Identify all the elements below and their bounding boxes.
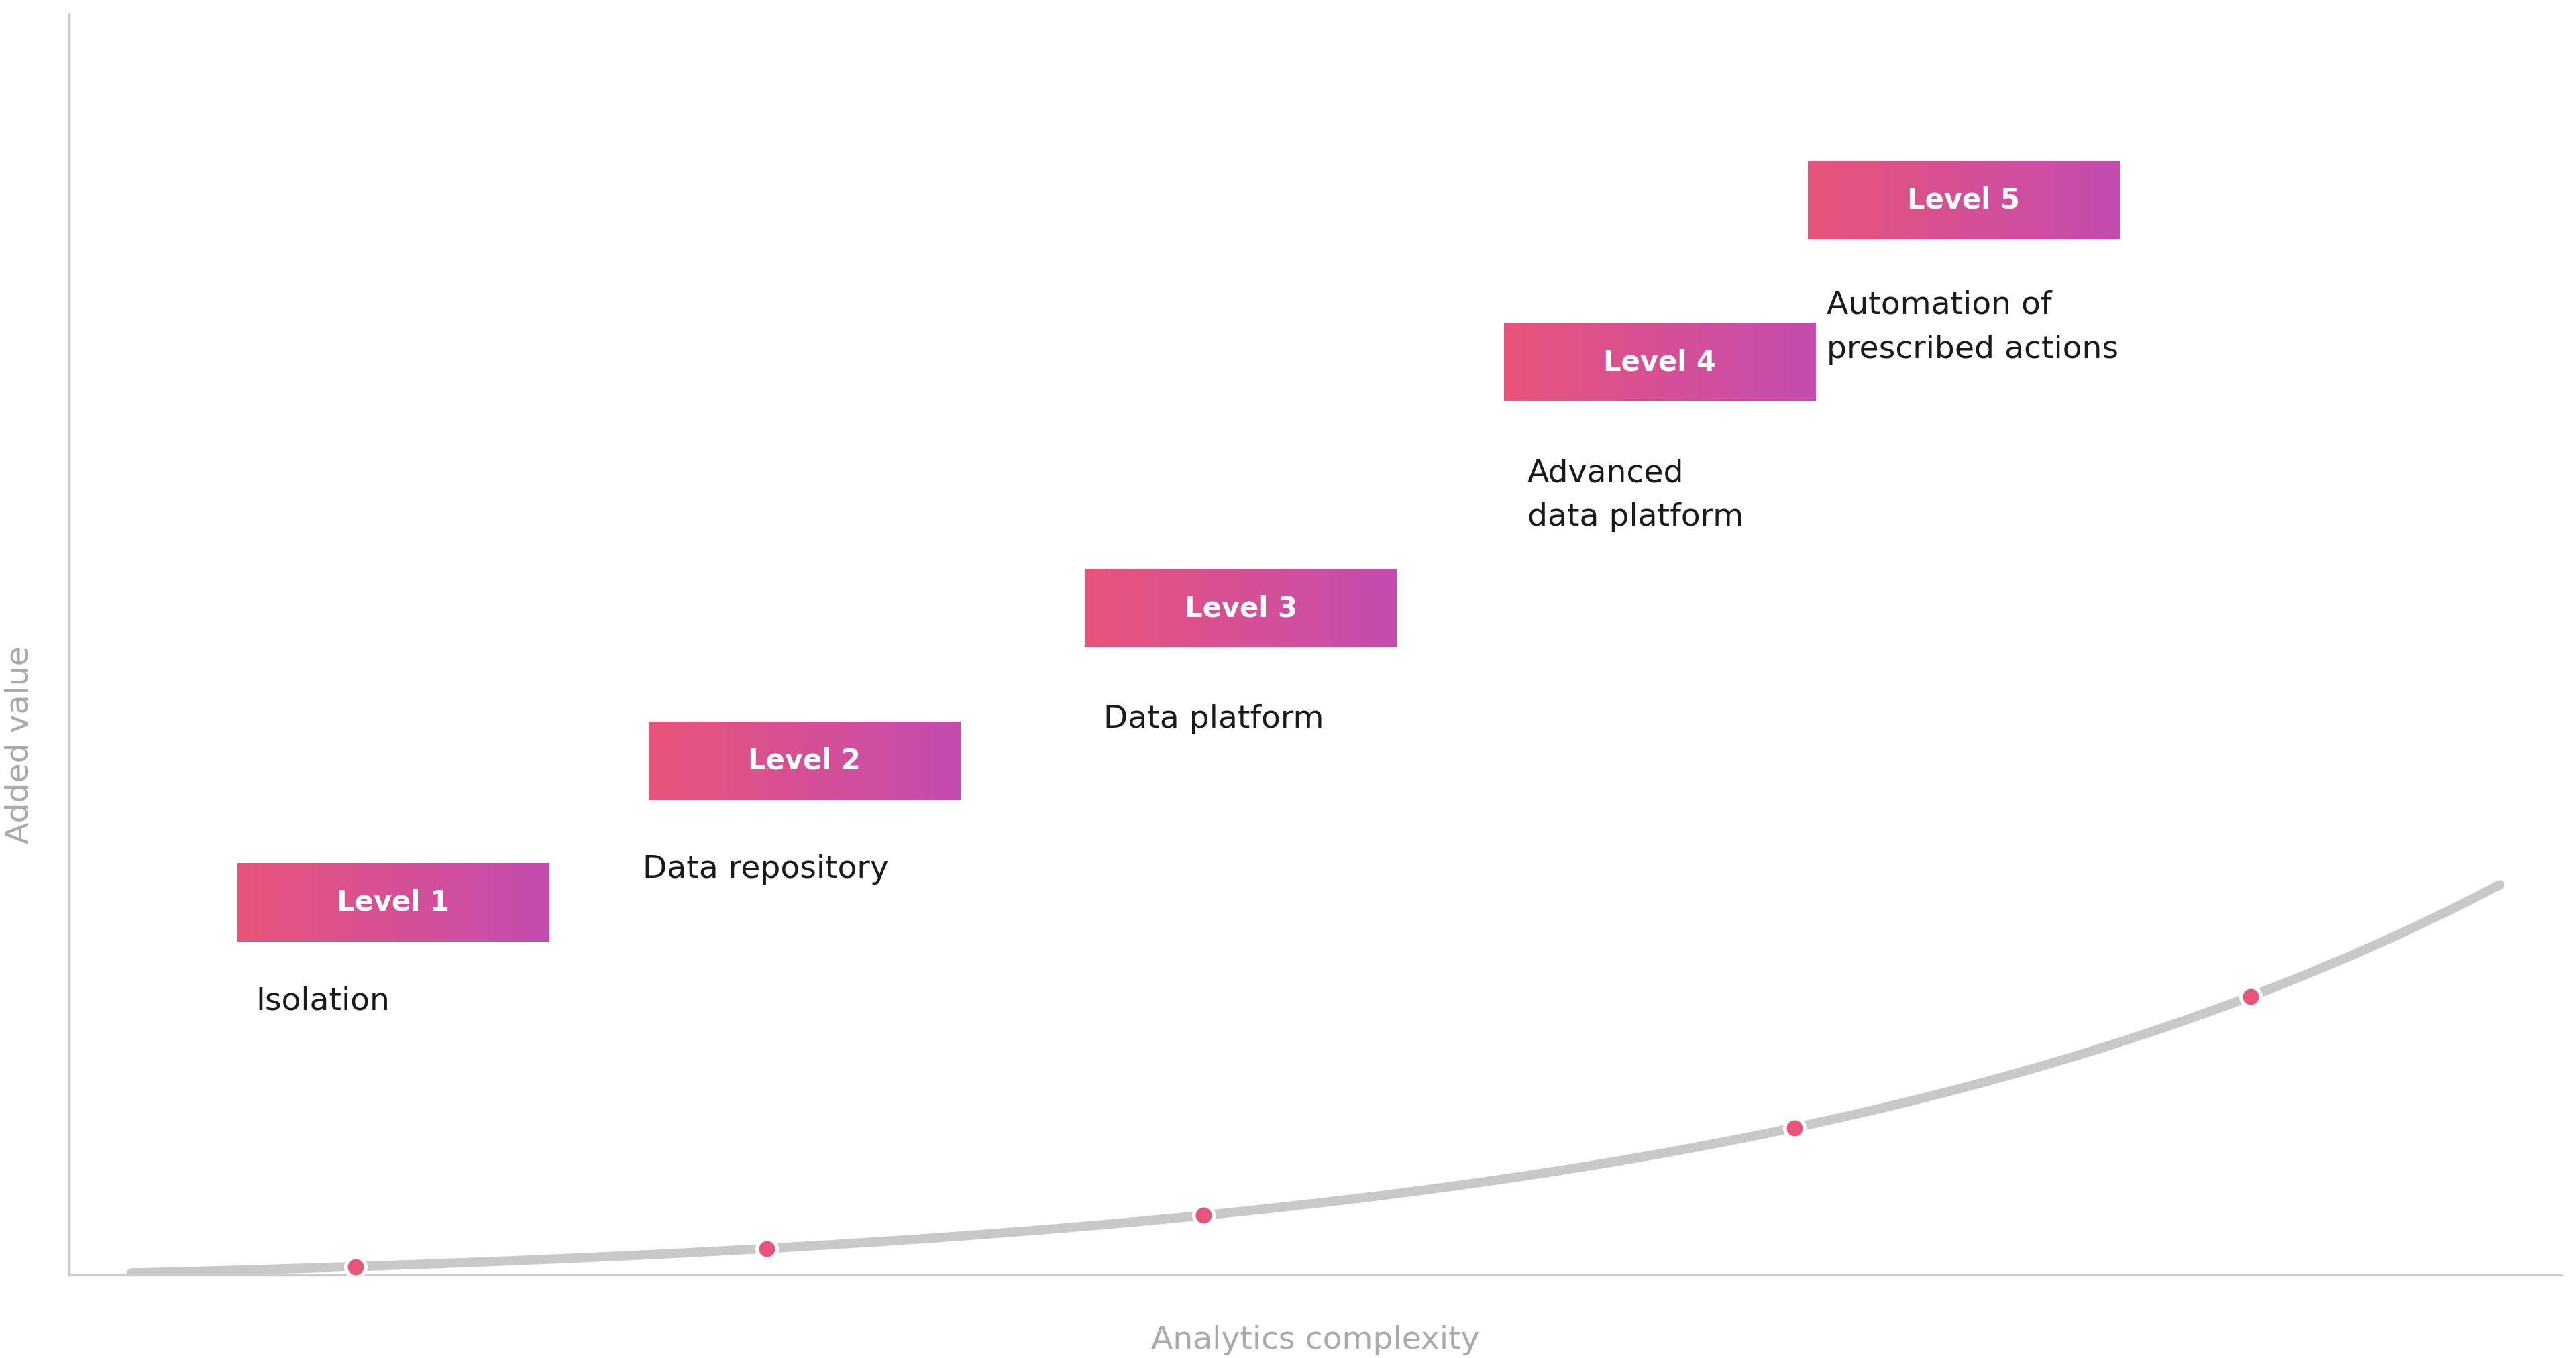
Text: Level 1: Level 1 <box>337 888 448 917</box>
Text: Level 4: Level 4 <box>1602 348 1716 376</box>
Text: Level 2: Level 2 <box>747 747 860 775</box>
Text: Automation of
prescribed actions: Automation of prescribed actions <box>1826 291 2117 364</box>
Text: Advanced
data platform: Advanced data platform <box>1528 458 1744 532</box>
Text: Data repository: Data repository <box>641 854 889 884</box>
Text: Isolation: Isolation <box>255 986 389 1017</box>
Point <box>1182 1205 1224 1226</box>
Point <box>1772 1116 1814 1138</box>
Text: Analytics complexity: Analytics complexity <box>1151 1325 1479 1355</box>
Point <box>335 1256 376 1278</box>
Point <box>2231 986 2272 1008</box>
Text: Added value: Added value <box>5 646 33 843</box>
Point <box>747 1237 788 1259</box>
Text: Level 3: Level 3 <box>1185 595 1298 622</box>
Text: Level 5: Level 5 <box>1906 186 2020 215</box>
Text: Data platform: Data platform <box>1103 705 1324 735</box>
